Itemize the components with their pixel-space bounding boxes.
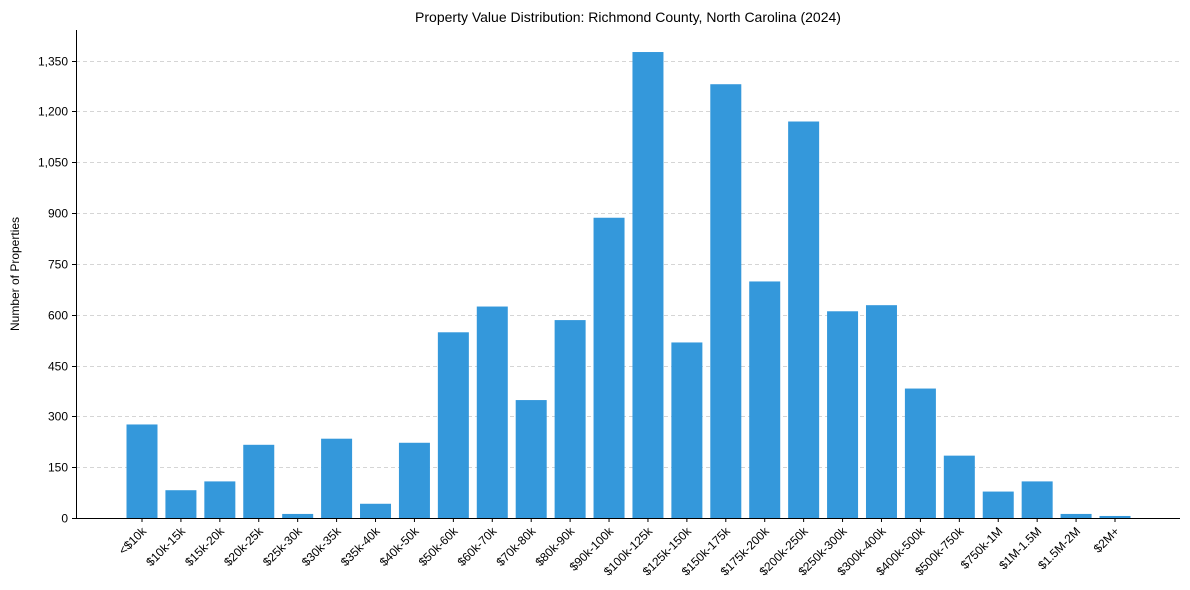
bar bbox=[126, 424, 158, 518]
y-tick-label: 150 bbox=[48, 461, 68, 475]
x-tick-label: $60k-70k bbox=[455, 524, 501, 570]
bar bbox=[904, 388, 936, 518]
y-tick-label: 750 bbox=[48, 258, 68, 272]
x-tick-label: $25k-30k bbox=[260, 524, 306, 570]
bar bbox=[515, 400, 547, 518]
y-tick-label: 1,200 bbox=[38, 105, 68, 119]
x-tick-label: <$10k bbox=[116, 524, 150, 558]
y-tick-label: 450 bbox=[48, 360, 68, 374]
bar bbox=[243, 444, 275, 518]
bar bbox=[1060, 513, 1092, 518]
bar bbox=[398, 442, 430, 518]
bar bbox=[593, 217, 625, 518]
x-tick-label: $35k-40k bbox=[338, 524, 384, 570]
bar bbox=[827, 311, 859, 518]
chart-title: Property Value Distribution: Richmond Co… bbox=[415, 9, 841, 25]
bar bbox=[321, 438, 353, 518]
x-tick-label: $30k-35k bbox=[299, 524, 345, 570]
x-tick-label: $20k-25k bbox=[221, 524, 267, 570]
bar bbox=[788, 121, 820, 518]
bar bbox=[437, 332, 469, 518]
bar bbox=[204, 481, 236, 518]
x-axis-ticks: <$10k$10k-15k$15k-20k$20k-25k$25k-30k$30… bbox=[116, 518, 1122, 578]
y-tick-label: 0 bbox=[61, 512, 68, 526]
x-tick-label: $50k-60k bbox=[416, 524, 462, 570]
bar bbox=[865, 305, 897, 518]
bar bbox=[671, 342, 703, 518]
y-tick-label: 300 bbox=[48, 410, 68, 424]
bar bbox=[1099, 515, 1131, 518]
y-tick-label: 600 bbox=[48, 309, 68, 323]
x-tick-label: $1.5M-2M bbox=[1035, 524, 1083, 572]
bar bbox=[943, 455, 975, 518]
y-tick-label: 1,350 bbox=[38, 55, 68, 69]
x-tick-label: $40k-50k bbox=[377, 524, 423, 570]
bar bbox=[1021, 481, 1053, 518]
x-tick-label: $15k-20k bbox=[182, 524, 228, 570]
x-tick-label: $10k-15k bbox=[143, 524, 189, 570]
y-tick-label: 900 bbox=[48, 207, 68, 221]
y-axis-label: Number of Properties bbox=[8, 217, 22, 331]
bar bbox=[282, 513, 314, 518]
bar bbox=[632, 52, 664, 519]
bar bbox=[749, 281, 781, 518]
y-axis-ticks: 0 150 300 450 600 750 900 1,050 1,200 1,350 bbox=[38, 55, 76, 526]
bars bbox=[126, 52, 1131, 519]
bar bbox=[710, 84, 742, 518]
x-tick-label: $2M+ bbox=[1091, 524, 1122, 555]
bar bbox=[165, 490, 197, 518]
gridlines bbox=[76, 61, 1180, 468]
bar bbox=[554, 320, 586, 518]
bar bbox=[360, 503, 392, 518]
y-tick-label: 1,050 bbox=[38, 156, 68, 170]
x-tick-label: $70k-80k bbox=[494, 524, 540, 570]
bar bbox=[476, 306, 508, 518]
bar bbox=[982, 491, 1014, 518]
